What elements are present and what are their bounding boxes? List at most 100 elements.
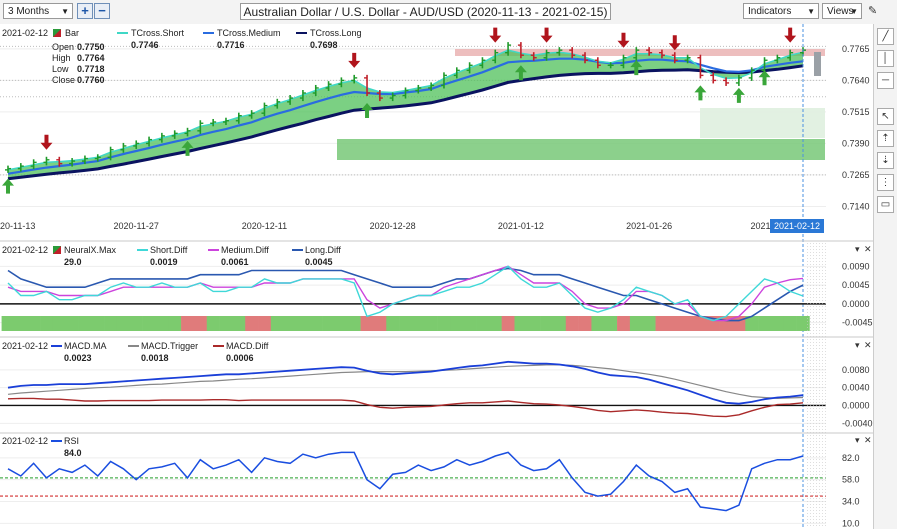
neuralx-bar (347, 316, 361, 331)
macd-diff-value: 0.0006 (226, 353, 254, 363)
x-tick-label: 2020-11-27 (114, 221, 159, 231)
open-label: Open (52, 42, 74, 52)
up-arrow-icon (732, 87, 745, 103)
up-arrow-icon (630, 60, 643, 76)
medium-diff-line (7, 265, 804, 322)
macd-panel: 0.0080 0.0040 0.0000 -0.0040 2021-02-12 MAC… (0, 340, 873, 428)
neuralx-collapse-icon[interactable]: ▾ (855, 244, 860, 254)
neuralx-bar (386, 316, 400, 331)
price-bar (556, 47, 563, 56)
price-bar (633, 47, 640, 61)
neuralx-bar (78, 316, 92, 331)
neuralx-bar (206, 316, 220, 331)
neuralx-bar (219, 316, 233, 331)
price-bar (376, 89, 383, 102)
price-bar (94, 154, 101, 162)
chevron-down-icon: ▼ (850, 7, 858, 16)
price-bar (582, 52, 589, 64)
line-tool-icon[interactable]: ╱ (877, 28, 894, 45)
down-arrow-icon (668, 35, 681, 51)
price-bar (133, 140, 140, 149)
price-bar (81, 155, 88, 165)
pin-icon[interactable]: ✎ (868, 5, 878, 17)
rsi-close-icon[interactable]: ✕ (864, 435, 872, 445)
price-bar (517, 42, 524, 59)
price-bar (569, 47, 576, 59)
arrow-up-tool-icon[interactable]: ⇡ (877, 130, 894, 147)
neuralx-bar (591, 316, 605, 331)
views-dropdown[interactable]: Views ▼ (822, 3, 862, 19)
trading-chart[interactable]: 0.7765 0.7640 0.7515 0.7390 0.7265 0.7140 20-… (0, 0, 873, 529)
macd-trigger-value: 0.0018 (141, 353, 169, 363)
short-diff-value: 0.0019 (150, 257, 178, 267)
price-bar (607, 62, 614, 69)
rsi-collapse-icon[interactable]: ▾ (855, 435, 860, 445)
pointer-tool-icon[interactable]: ↖ (877, 108, 894, 125)
neuralx-bar (450, 316, 464, 331)
rsi-panel: 82.0 58.0 34.0 10.0 2021-02-12 RSI 84.0 ▾ ✕ (0, 435, 872, 528)
indicators-dropdown[interactable]: Indicators ▼ (743, 3, 819, 19)
neuralx-bar (360, 316, 374, 331)
y-tick-label: 0.7515 (842, 107, 870, 117)
neuralx-bar (681, 316, 695, 331)
horizontal-line-tool-icon[interactable]: ─ (877, 72, 894, 89)
price-bar (197, 120, 204, 134)
neuralx-bar (116, 316, 131, 331)
rsi-line (7, 451, 804, 512)
neuralx-bar (322, 316, 336, 331)
neuralx-bar (540, 316, 554, 331)
high-value: 0.7764 (77, 53, 105, 63)
price-bar (146, 136, 153, 147)
chevron-down-icon: ▼ (61, 7, 69, 16)
down-arrow-icon (540, 27, 553, 43)
price-bar (415, 84, 422, 94)
price-bar (492, 49, 499, 64)
period-select[interactable]: 3 Months ▼ (3, 3, 73, 19)
rsi-legend: 2021-02-12 RSI 84.0 (2, 436, 82, 458)
neuralx-bar (488, 316, 502, 331)
neuralx-bar (142, 316, 156, 331)
price-bar (17, 163, 24, 172)
price-scroll-handle[interactable] (814, 52, 821, 76)
y-tick-label: 58.0 (842, 475, 860, 485)
drawing-toolbar: ╱ │ ─ ↖ ⇡ ⇣ ⋮ ▭ (873, 24, 897, 529)
price-bar (671, 52, 678, 64)
price-bar (543, 49, 550, 61)
vertical-line-tool-icon[interactable]: │ (877, 50, 894, 67)
neuralx-bar (296, 316, 310, 331)
price-bar (158, 132, 165, 143)
neuralx-bar (758, 316, 772, 331)
tcross-medium-name: TCross.Medium (217, 28, 281, 38)
tcross-short-value: 0.7746 (131, 40, 159, 50)
high-label: High (52, 53, 71, 63)
dotted-line-tool-icon[interactable]: ⋮ (877, 174, 894, 191)
medium-diff-value: 0.0061 (221, 257, 249, 267)
macd-collapse-icon[interactable]: ▾ (855, 340, 860, 350)
price-bar (325, 81, 332, 91)
price-bar (530, 52, 537, 61)
neuralx-bar (52, 316, 67, 331)
comment-tool-icon[interactable]: ▭ (877, 196, 894, 213)
neuralx-bar (604, 316, 618, 331)
macd-close-icon[interactable]: ✕ (864, 340, 872, 350)
low-value: 0.7718 (77, 64, 105, 74)
up-arrow-icon (361, 103, 374, 119)
arrow-down-tool-icon[interactable]: ⇣ (877, 152, 894, 169)
price-bar (748, 67, 755, 81)
price-bar (402, 87, 409, 99)
rsi-date-label: 2021-02-12 (2, 436, 48, 446)
neuralx-close-icon[interactable]: ✕ (864, 244, 872, 254)
up-arrow-icon (181, 140, 194, 156)
zoom-in-button[interactable]: + (77, 3, 93, 19)
price-bar (658, 49, 665, 59)
up-arrow-icon (694, 85, 707, 101)
price-bar (235, 112, 242, 124)
price-bar (710, 72, 717, 84)
tcross-short-name: TCross.Short (131, 28, 185, 38)
neuralx-bar (155, 316, 169, 331)
y-tick-label: -0.0045 (842, 318, 873, 328)
price-bar (107, 146, 114, 161)
long-diff-value: 0.0045 (305, 257, 333, 267)
zoom-out-button[interactable]: − (94, 3, 110, 19)
price-bar (787, 49, 794, 61)
